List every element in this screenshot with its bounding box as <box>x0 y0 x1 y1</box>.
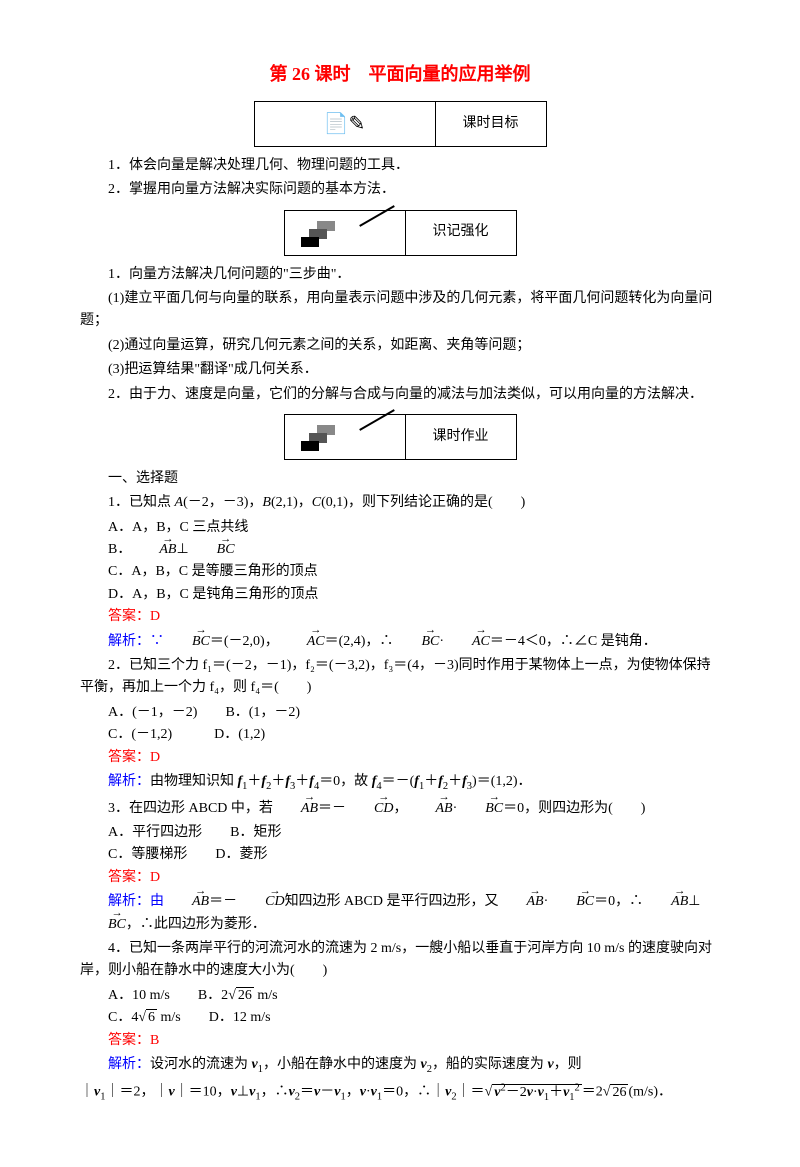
q2-answer: 答案：D <box>80 747 720 769</box>
q3-stem-c: ， <box>393 801 407 816</box>
q4-analysis-1: 解析：设河水的流速为 v1，小船在静水中的速度为 v2，船的实际速度为 v，则 <box>80 1054 720 1079</box>
q3-optD: D．菱形 <box>215 847 267 862</box>
q3-optB: B．矩形 <box>230 825 281 840</box>
q1-optB-pre: B． <box>108 542 131 557</box>
banner-icon-paper: 📄✎ <box>255 102 436 146</box>
q1-optB: B．AB⊥BC <box>80 539 720 561</box>
q4-ana-sqrt2: 26 <box>610 1084 628 1100</box>
goal-2: 2．掌握用向量方法解决实际问题的基本方法． <box>80 179 720 201</box>
q4-optC-sqrt: 6 <box>146 1009 157 1025</box>
q2-answer-text: 答案：D <box>108 750 160 765</box>
q2-optCD: C．(－1,2) D．(1,2) <box>80 724 720 746</box>
banner-icon-stairs-2 <box>285 415 406 459</box>
q1-stem: 1．已知点 A(－2，－3)，B(2,1)，C(0,1)，则下列结论正确的是( … <box>80 492 720 514</box>
memo-5: 2．由于力、速度是向量，它们的分解与合成与向量的减法与加法类似，可以用向量的方法… <box>80 384 720 406</box>
q1-ana-end: ＝－4＜0，∴∠C 是钝角． <box>490 634 657 649</box>
q2-analysis: 解析：由物理知识知 f1＋f2＋f3＋f4＝0，故 f4＝－(f1＋f2＋f3)… <box>80 771 720 796</box>
q3-optAB: A．平行四边形 B．矩形 <box>80 822 720 844</box>
q2-optC: C．(－1,2) <box>108 727 172 742</box>
q4-stem: 4．已知一条两岸平行的河流河水的流速为 2 m/s，一艘小船以垂直于河岸方向 1… <box>80 938 720 983</box>
q2-optAB: A．(－1，－2) B．(1，－2) <box>80 702 720 724</box>
q3-optA: A．平行四边形 <box>108 825 202 840</box>
banner-goals: 📄✎ 课时目标 <box>80 101 720 147</box>
q4-answer: 答案：B <box>80 1030 720 1052</box>
q4-optB-pre: B．2 <box>198 988 228 1003</box>
q4-optD: D．12 m/s <box>209 1010 271 1025</box>
memo-2: (1)建立平面几何与向量的联系，用向量表示问题中涉及的几何元素，将平面几何问题转… <box>80 288 720 333</box>
q1-stem-d: (0,1)，则下列结论正确的是( ) <box>321 495 525 510</box>
banner-label-goals: 课时目标 <box>436 102 546 146</box>
q3-ana-b: ＝－ <box>209 894 237 909</box>
q4-optB-sqrt: 26 <box>236 987 254 1003</box>
q3-analysis: 解析：由AB＝－CD知四边形 ABCD 是平行四边形，又AB·BC＝0，∴AB⊥… <box>80 891 720 936</box>
memo-1: 1．向量方法解决几何问题的"三步曲"． <box>80 264 720 286</box>
q4-optC-post: m/s <box>157 1010 181 1025</box>
q2-stem: 2．已知三个力 f₁＝(－2，－1)，f₂＝(－3,2)，f₃＝(4，－3)同时… <box>80 655 720 700</box>
q3-ana-c: 知四边形 ABCD 是平行四边形，又 <box>285 894 499 909</box>
q4-ana-l2c: (m/s)． <box>628 1085 672 1100</box>
q1-analysis: 解析：∵BC＝(－2,0)，AC＝(2,4)，∴BC·AC＝－4＜0，∴∠C 是… <box>80 631 720 653</box>
q4-optB-post: m/s <box>254 988 278 1003</box>
q1-stem-b: (－2，－3)， <box>183 495 262 510</box>
q3-optCD: C．等腰梯形 D．菱形 <box>80 844 720 866</box>
q1-ana-m1: ＝(－2,0)， <box>210 634 279 649</box>
q3-ana-e: ＝0，∴ <box>594 894 643 909</box>
banner-hw: 课时作业 <box>80 414 720 460</box>
q4-optCD: C．4√6 m/s D．12 m/s <box>80 1007 720 1029</box>
q4-optA: A．10 m/s <box>108 988 170 1003</box>
q1-optD: D．A，B，C 是钝角三角形的顶点 <box>80 584 720 606</box>
q3-ana-g: ，∴此四边形为菱形． <box>126 917 266 932</box>
q3-stem: 3．在四边形 ABCD 中，若AB＝－CD，AB·BC＝0，则四边形为( ) <box>80 798 720 820</box>
q2-optB: B．(1，－2) <box>225 705 300 720</box>
q4-optAB: A．10 m/s B．2√26 m/s <box>80 985 720 1007</box>
banner-label-memo: 识记强化 <box>406 211 516 255</box>
q3-stem-e: ＝0，则四边形为( ) <box>503 801 645 816</box>
q1-stem-a: 1．已知点 <box>108 495 175 510</box>
q4-analysis-2: ｜v1｜＝2，｜v｜＝10，v⊥v1，∴v2＝v－v1，v·v1＝0，∴｜v2｜… <box>80 1080 720 1106</box>
page-title: 第 26 课时 平面向量的应用举例 <box>80 60 720 89</box>
goal-1: 1．体会向量是解决处理几何、物理问题的工具． <box>80 155 720 177</box>
memo-3: (2)通过向量运算，研究几何元素之间的关系，如距离、夹角等问题； <box>80 335 720 357</box>
q4-answer-text: 答案：B <box>108 1033 159 1048</box>
section-choice-head: 一、选择题 <box>80 468 720 490</box>
q3-optC: C．等腰梯形 <box>108 847 187 862</box>
q1-ana-label: 解析：∵ <box>108 634 164 649</box>
q1-optC: C．A，B，C 是等腰三角形的顶点 <box>80 561 720 583</box>
banner-icon-stairs <box>285 211 406 255</box>
banner-label-hw: 课时作业 <box>406 415 516 459</box>
q3-stem-b: ＝－ <box>318 801 346 816</box>
q3-stem-a: 3．在四边形 ABCD 中，若 <box>108 801 273 816</box>
banner-memo: 识记强化 <box>80 210 720 256</box>
q1-ana-m2: ＝(2,4)，∴ <box>325 634 394 649</box>
q3-ana-f: ⊥ <box>688 894 700 909</box>
q2-optD: D．(1,2) <box>214 727 265 742</box>
q2-optA: A．(－1，－2) <box>108 705 197 720</box>
q1-answer-text: 答案：D <box>108 609 160 624</box>
q4-optC-pre: C．4 <box>108 1010 138 1025</box>
q3-answer-text: 答案：D <box>108 870 160 885</box>
q1-stem-c: (2,1)， <box>271 495 312 510</box>
memo-4: (3)把运算结果"翻译"成几何关系． <box>80 359 720 381</box>
